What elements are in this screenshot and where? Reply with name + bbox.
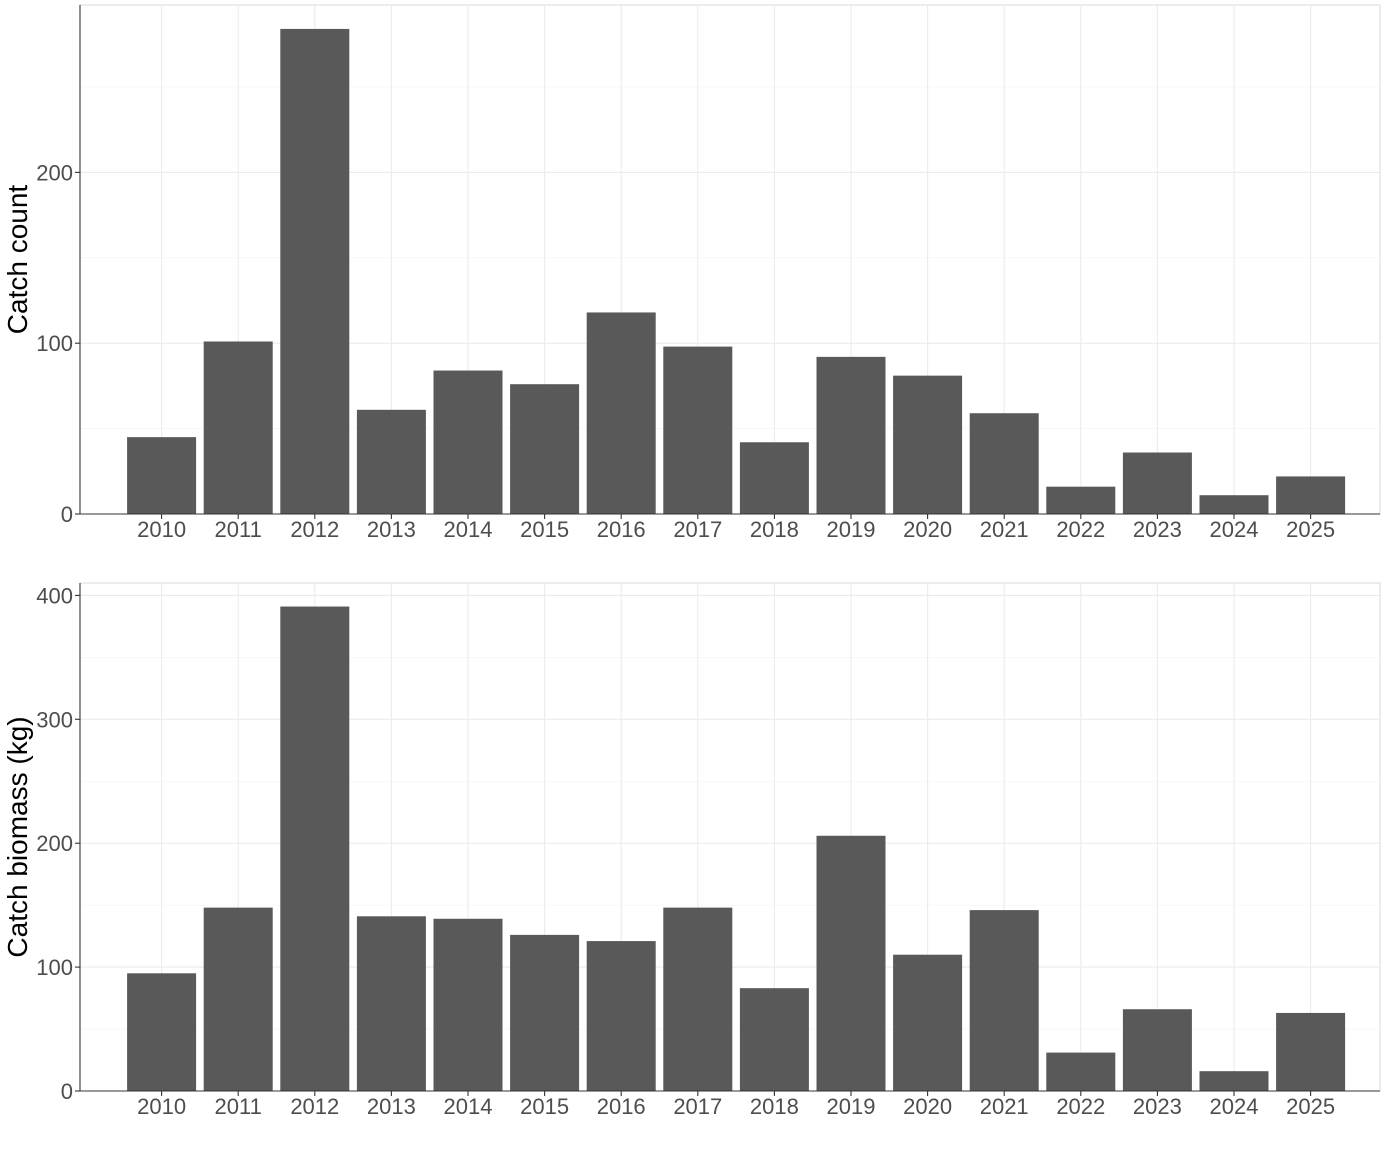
catch-biomass-kg-x-tick-label-2015: 2015 [520,1094,569,1119]
catch-count-y-axis-title: Catch count [2,185,33,335]
catch-biomass-kg-y-axis-title: Catch biomass (kg) [2,716,33,957]
catch-biomass-kg-x-tick-label-2011: 2011 [215,1094,262,1119]
catch-biomass-kg-bar-2025 [1276,1012,1346,1091]
catch-biomass-kg-x-tick-label-2017: 2017 [673,1094,722,1119]
catch-biomass-kg-bar-2010 [127,973,197,1091]
catch-biomass-kg-bar-2023 [1122,1009,1192,1091]
catch-biomass-kg-bar-2024 [1199,1071,1269,1091]
catch-count-y-tick-label: 200 [36,160,73,185]
catch-biomass-kg-bar-2015 [510,934,580,1091]
catch-count-bar-2021 [969,413,1039,514]
catch-biomass-kg-bar-2022 [1046,1052,1116,1091]
catch-count-x-tick-label-2020: 2020 [903,517,952,542]
catch-biomass-kg-x-tick-label-2016: 2016 [597,1094,646,1119]
catch-biomass-kg-x-tick-label-2012: 2012 [290,1094,339,1119]
catch-biomass-kg-bar-2014 [433,918,503,1091]
catch-biomass-kg-bar-2019 [816,835,886,1091]
catch-biomass-kg-bar-2012 [280,606,350,1091]
catch-biomass-kg-x-tick-label-2022: 2022 [1056,1094,1105,1119]
catch-count-x-tick-label-2025: 2025 [1286,517,1335,542]
catch-count-x-tick-label-2017: 2017 [673,517,722,542]
catch-count-x-tick-label-2022: 2022 [1056,517,1105,542]
catch-biomass-kg-x-tick-label-2018: 2018 [750,1094,799,1119]
catch-biomass-kg-x-tick-label-2024: 2024 [1210,1094,1259,1119]
catch-count-x-tick-label-2014: 2014 [444,517,493,542]
catch-count-x-tick-label-2010: 2010 [137,517,186,542]
catch-count-x-tick-label-2019: 2019 [827,517,876,542]
catch-biomass-kg-y-tick-label: 200 [36,831,73,856]
catch-biomass-kg-bar-2017 [663,907,733,1091]
catch-biomass-kg-bar-2020 [893,954,963,1091]
catch-count-x-tick-label-2015: 2015 [520,517,569,542]
catch-biomass-kg-x-tick-label-2021: 2021 [980,1094,1029,1119]
catch-count-bar-2022 [1046,486,1116,514]
catch-count-bar-2015 [510,384,580,514]
catch-biomass-kg-x-tick-label-2025: 2025 [1286,1094,1335,1119]
catch-count-x-tick-label-2021: 2021 [980,517,1029,542]
catch-count-bar-2011 [203,341,273,514]
catch-biomass-kg-bar-2011 [203,907,273,1091]
catch-biomass-kg-x-tick-label-2019: 2019 [827,1094,876,1119]
catch-biomass-kg-y-tick-label: 100 [36,955,73,980]
catch-count-x-tick-label-2011: 2011 [215,517,262,542]
catch-biomass-kg-x-tick-label-2010: 2010 [137,1094,186,1119]
catch-count-bar-2016 [586,312,656,514]
catch-count-bar-2019 [816,356,886,514]
catch-count-bar-2010 [127,437,197,514]
catch-count-x-tick-label-2023: 2023 [1133,517,1182,542]
catch-biomass-kg-x-tick-label-2020: 2020 [903,1094,952,1119]
catch-biomass-kg-bar-2021 [969,910,1039,1091]
catch-biomass-kg-x-tick-label-2023: 2023 [1133,1094,1182,1119]
catch-count-y-tick-label: 0 [61,502,73,527]
catch-count-bar-2023 [1122,452,1192,514]
catch-biomass-kg-x-tick-label-2013: 2013 [367,1094,416,1119]
catch-count-bar-2020 [893,375,963,514]
catch-count-bar-2024 [1199,495,1269,514]
catch-count-bar-2014 [433,370,503,514]
catch-count-bar-2012 [280,28,350,515]
catch-count-bar-2013 [356,409,426,514]
catch-count-x-tick-label-2012: 2012 [290,517,339,542]
catch-count-x-tick-label-2013: 2013 [367,517,416,542]
catch-biomass-panel: 0 100 200 300 400 2010 2011 2012 2013 2014 2015 201… [2,582,1381,1119]
catch-biomass-kg-y-tick-label: 300 [36,707,73,732]
catch-biomass-kg-bar-2018 [739,988,809,1091]
catch-count-x-tick-label-2016: 2016 [597,517,646,542]
catch-count-bar-2025 [1276,476,1346,514]
catch-biomass-kg-x-tick-label-2014: 2014 [444,1094,493,1119]
catch-biomass-kg-y-tick-label: 0 [61,1079,73,1104]
catch-count-bar-2017 [663,346,733,514]
catch-count-x-tick-label-2018: 2018 [750,517,799,542]
catch-biomass-kg-bar-2016 [586,941,656,1091]
catch-count-bar-2018 [739,442,809,514]
catch-biomass-kg-y-tick-label: 400 [36,583,73,608]
catch-count-y-tick-label: 100 [36,331,73,356]
catch-biomass-kg-bar-2013 [356,916,426,1091]
catch-count-panel: 0 100 200 2010 2011 2012 2013 2014 2015 2016 2017 2… [2,4,1381,542]
catch-count-x-tick-label-2024: 2024 [1210,517,1259,542]
